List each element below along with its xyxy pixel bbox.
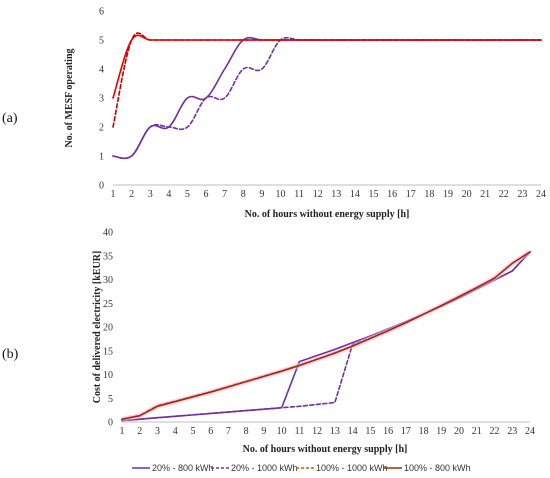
x-tick-label: 23 bbox=[517, 189, 527, 200]
panel-b-axes: 1 2 3 4 5 6 7 8 9 10 11 12 13 14 15 16 17 18 19 20 21 22 23 240… bbox=[103, 228, 535, 438]
x-tick-label: 3 bbox=[155, 426, 160, 437]
panel-a: (a) No. of MESF operating No. of hours w… bbox=[2, 7, 546, 221]
panel-b: (b) Cost of delivered electricity [kEUR]… bbox=[2, 228, 535, 456]
x-tick-label: 13 bbox=[330, 426, 340, 437]
x-tick-label: 3 bbox=[148, 189, 153, 200]
x-tick-label: 16 bbox=[383, 426, 393, 437]
x-tick-label: 17 bbox=[401, 426, 411, 437]
y-tick-label: 10 bbox=[103, 370, 113, 381]
x-tick-label: 8 bbox=[241, 189, 246, 200]
series-line-20-1000-kwh bbox=[121, 251, 531, 422]
x-tick-label: 6 bbox=[208, 426, 213, 437]
x-tick-label: 21 bbox=[480, 189, 490, 200]
x-tick-label: 9 bbox=[261, 426, 266, 437]
panel-a-label: (a) bbox=[2, 111, 18, 126]
x-tick-label: 2 bbox=[137, 426, 142, 437]
y-tick-label: 3 bbox=[99, 94, 104, 105]
y-tick-label: 25 bbox=[103, 299, 113, 310]
legend: 20% - 800 kWh 20% - 1000 kWh 100% - 1000 k… bbox=[132, 463, 471, 473]
x-tick-label: 14 bbox=[348, 426, 358, 437]
series-line-20-800-kwh bbox=[121, 251, 531, 422]
x-tick-label: 21 bbox=[472, 426, 482, 437]
panel-b-y-axis-title: Cost of delivered electricity [kEUR] bbox=[92, 251, 103, 404]
y-tick-label: 35 bbox=[103, 251, 113, 262]
x-tick-label: 11 bbox=[295, 426, 305, 437]
x-tick-label: 1 bbox=[120, 426, 125, 437]
legend-label-100-800-kwh: 100% - 800 kWh bbox=[404, 463, 471, 473]
x-tick-label: 1 bbox=[111, 189, 116, 200]
x-tick-label: 18 bbox=[424, 189, 434, 200]
x-tick-label: 13 bbox=[331, 189, 341, 200]
x-tick-label: 19 bbox=[443, 189, 453, 200]
series-line-20-800-kwh bbox=[112, 36, 542, 160]
x-tick-label: 4 bbox=[166, 189, 171, 200]
y-tick-label: 30 bbox=[103, 275, 113, 286]
series-glow-100-800-kwh bbox=[121, 249, 532, 422]
x-tick-label: 2 bbox=[129, 189, 134, 200]
x-tick-label: 9 bbox=[259, 189, 264, 200]
x-tick-label: 22 bbox=[490, 426, 500, 437]
series-line-100-800-kwh bbox=[121, 251, 531, 420]
y-tick-label: 0 bbox=[99, 181, 104, 192]
x-tick-label: 15 bbox=[365, 426, 375, 437]
series-line-20-1000-kwh bbox=[112, 36, 542, 160]
x-tick-label: 5 bbox=[185, 189, 190, 200]
panel-a-axes: 1 2 3 4 5 6 7 8 9 10 11 12 13 14 15 16 17 18 19 20 21 22 23 240… bbox=[99, 7, 546, 201]
x-tick-label: 12 bbox=[313, 189, 323, 200]
panel-a-y-axis-title: No. of MESF operating bbox=[64, 48, 75, 147]
y-tick-label: 20 bbox=[103, 323, 113, 334]
y-tick-label: 5 bbox=[99, 36, 104, 47]
x-tick-label: 6 bbox=[204, 189, 209, 200]
x-tick-label: 23 bbox=[507, 426, 517, 437]
x-tick-label: 11 bbox=[294, 189, 304, 200]
x-tick-label: 24 bbox=[525, 426, 535, 437]
x-tick-label: 20 bbox=[454, 426, 464, 437]
x-tick-label: 24 bbox=[536, 189, 546, 200]
x-tick-label: 17 bbox=[406, 189, 416, 200]
x-tick-label: 18 bbox=[419, 426, 429, 437]
y-tick-label: 4 bbox=[99, 65, 104, 76]
x-tick-label: 14 bbox=[350, 189, 360, 200]
legend-label-100-1000-kwh: 100% - 1000 kWh bbox=[316, 463, 388, 473]
y-tick-label: 15 bbox=[103, 346, 113, 357]
x-tick-label: 19 bbox=[436, 426, 446, 437]
y-tick-label: 6 bbox=[99, 7, 104, 18]
x-tick-label: 8 bbox=[244, 426, 249, 437]
legend-label-20-1000-kwh: 20% - 1000 kWh bbox=[231, 463, 298, 473]
y-tick-label: 0 bbox=[108, 418, 113, 429]
x-tick-label: 20 bbox=[462, 189, 472, 200]
x-tick-label: 12 bbox=[312, 426, 322, 437]
legend-label-20-800-kwh: 20% - 800 kWh bbox=[152, 463, 214, 473]
x-tick-label: 7 bbox=[226, 426, 231, 437]
y-tick-label: 5 bbox=[108, 394, 113, 405]
panel-b-x-axis-title: No. of hours without energy supply [h] bbox=[243, 444, 408, 455]
x-tick-label: 7 bbox=[222, 189, 227, 200]
y-tick-label: 40 bbox=[103, 228, 113, 239]
x-tick-label: 22 bbox=[499, 189, 509, 200]
series-line-100-800-kwh bbox=[112, 34, 542, 99]
x-tick-label: 10 bbox=[277, 426, 287, 437]
x-tick-label: 4 bbox=[173, 426, 178, 437]
panel-b-label: (b) bbox=[2, 347, 19, 362]
panel-a-series bbox=[112, 32, 542, 160]
series-line-100-1000-kwh bbox=[121, 251, 531, 420]
y-tick-label: 1 bbox=[99, 152, 104, 163]
x-tick-label: 5 bbox=[190, 426, 195, 437]
panel-a-x-axis-title: No. of hours without energy supply [h] bbox=[245, 209, 410, 220]
x-tick-label: 10 bbox=[275, 189, 285, 200]
y-tick-label: 2 bbox=[99, 123, 104, 134]
x-tick-label: 15 bbox=[369, 189, 379, 200]
panel-b-series bbox=[121, 249, 532, 422]
x-tick-label: 16 bbox=[387, 189, 397, 200]
